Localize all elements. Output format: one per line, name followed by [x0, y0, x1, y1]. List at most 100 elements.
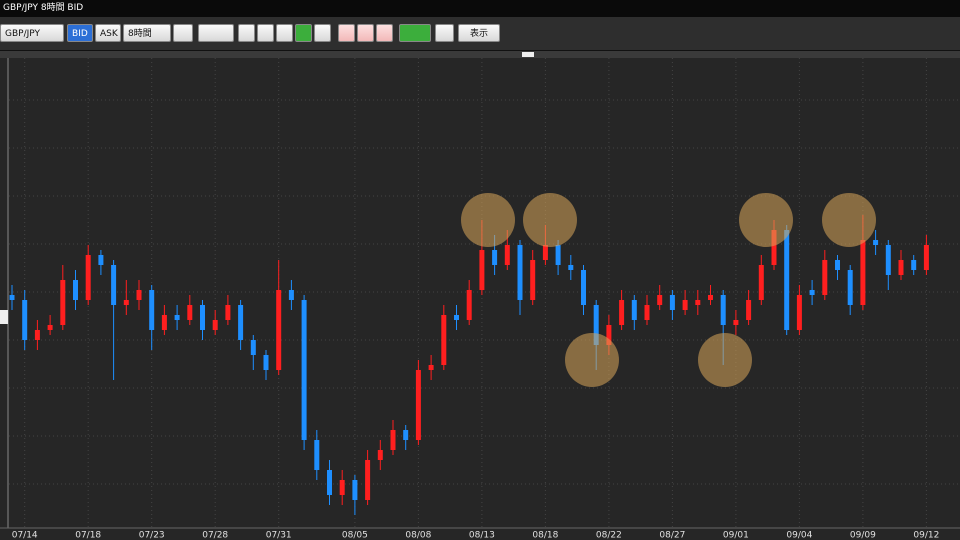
candle-body: [238, 305, 244, 340]
candle-body: [835, 260, 840, 270]
candle-body: [73, 280, 78, 300]
candle-body: [212, 320, 218, 330]
candle-body: [771, 230, 777, 265]
x-tick-label: 09/04: [786, 531, 812, 540]
tool-button[interactable]: [338, 24, 355, 42]
candle-body: [47, 325, 53, 330]
candle-body: [377, 450, 383, 460]
candle-body: [504, 245, 510, 265]
zoom-out-button[interactable]: [257, 24, 274, 42]
x-tick-label: 08/18: [532, 531, 558, 540]
candle-body: [98, 255, 104, 265]
candle-body: [22, 300, 28, 340]
handle[interactable]: [522, 52, 534, 57]
candle-body: [250, 340, 256, 355]
candle-body: [758, 265, 764, 300]
candle-body: [860, 240, 866, 305]
candle-body: [327, 470, 332, 495]
candle-body: [708, 295, 713, 300]
candle-body: [606, 325, 612, 345]
candle-body: [454, 315, 459, 320]
candle-body: [644, 305, 650, 320]
tool-button[interactable]: [314, 24, 331, 42]
scroll-handle[interactable]: [0, 310, 8, 324]
candle-body: [479, 250, 485, 290]
x-tick-label: 07/23: [139, 531, 165, 540]
view-button[interactable]: 表示: [458, 24, 500, 42]
candle-body: [390, 430, 396, 450]
candle-body: [136, 290, 142, 300]
candle-body: [695, 300, 701, 305]
candle-body: [415, 370, 421, 440]
candle-body: [796, 295, 802, 330]
candle-body: [403, 430, 409, 440]
candle-body: [225, 305, 231, 320]
candle-body: [746, 300, 752, 320]
candle-body: [555, 245, 561, 265]
tool-button[interactable]: [295, 24, 312, 42]
tool-button[interactable]: [435, 24, 454, 42]
highlight: [461, 193, 515, 247]
x-tick-label: 07/31: [266, 531, 292, 540]
candle-body: [873, 240, 879, 245]
candle-body: [161, 315, 167, 330]
candle-body: [847, 270, 853, 305]
candle-body: [466, 290, 472, 320]
chart-type-select[interactable]: [198, 24, 234, 42]
candle-body: [428, 365, 434, 370]
highlight: [523, 193, 577, 247]
grid: [9, 58, 960, 528]
x-tick-label: 09/12: [913, 531, 939, 540]
tool-button[interactable]: [376, 24, 393, 42]
highlight: [565, 333, 619, 387]
candle-body: [200, 305, 205, 330]
zoom-in-button[interactable]: [238, 24, 255, 42]
x-tick-label: 08/22: [596, 531, 622, 540]
candle-body: [34, 330, 40, 340]
symbol-select[interactable]: GBP/JPY: [0, 24, 64, 42]
candle-body: [288, 290, 294, 300]
candle-body: [911, 260, 917, 270]
timeframe-select[interactable]: 8時間: [123, 24, 171, 42]
bid-button[interactable]: BID: [67, 24, 93, 42]
candle-body: [885, 245, 891, 275]
candle-body: [517, 245, 523, 300]
candle-body: [123, 300, 129, 305]
x-tick-label: 08/13: [469, 531, 495, 540]
highlight: [822, 193, 876, 247]
candle-body: [542, 245, 548, 260]
candle-body: [720, 295, 726, 325]
x-tick-label: 09/01: [723, 531, 749, 540]
toolbar: GBP/JPY BID ASK 8時間 表示: [0, 17, 960, 51]
candle-body: [669, 295, 675, 310]
candle-body: [174, 315, 180, 320]
candle-body: [60, 280, 66, 325]
x-tick-label: 07/18: [75, 531, 101, 540]
highlight: [739, 193, 793, 247]
candle-body: [733, 320, 739, 325]
candle-body: [365, 460, 371, 500]
candles: [9, 215, 929, 515]
draw-button[interactable]: [399, 24, 431, 42]
separator: [0, 51, 960, 58]
candle-body: [149, 290, 155, 330]
candle-body: [923, 245, 929, 270]
candle-body: [263, 355, 269, 370]
ask-button[interactable]: ASK: [95, 24, 121, 42]
x-tick-label: 08/27: [659, 531, 685, 540]
candle-body: [619, 300, 625, 325]
candle-body: [314, 440, 320, 470]
tool-button[interactable]: [357, 24, 374, 42]
candle-body: [581, 270, 586, 305]
x-tick-label: 08/08: [405, 531, 431, 540]
candle-body: [492, 250, 498, 265]
candle-body: [352, 480, 358, 500]
candle-body: [441, 315, 447, 365]
candle-body: [85, 255, 91, 300]
tool-button[interactable]: [173, 24, 193, 42]
tool-button[interactable]: [276, 24, 293, 42]
candle-body: [111, 265, 117, 305]
highlight: [698, 333, 752, 387]
